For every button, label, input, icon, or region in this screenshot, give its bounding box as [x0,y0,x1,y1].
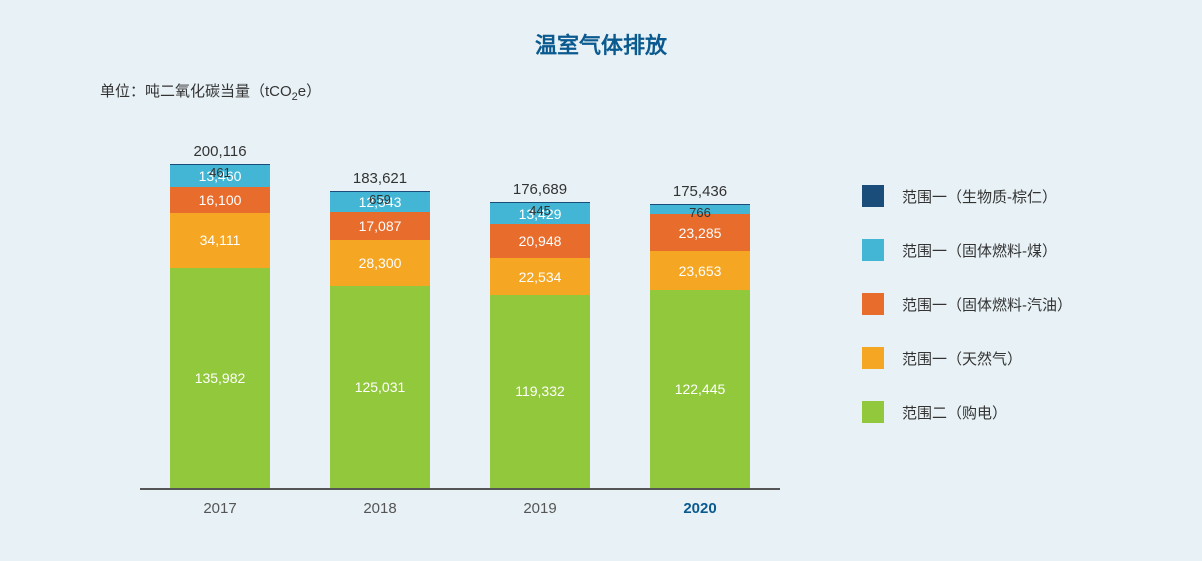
legend: 范围一（生物质-棕仁） 范围一（固体燃料-煤） 范围一（固体燃料-汽油） 范围一（天然… [862,185,1142,455]
bar-total-label: 175,436 [650,183,750,200]
legend-swatch [862,347,884,369]
legend-label: 范围二（购电） [902,402,1007,423]
bar-segment: 23,653 [650,251,750,289]
bar-column: 13,42920,94822,534119,332176,689445 [490,202,590,488]
bar-segment: 34,111 [170,213,270,268]
legend-label: 范围一（固体燃料-汽油） [902,294,1072,315]
x-axis-label: 2020 [650,500,750,517]
bar-segment-label-outside: 461 [170,165,270,180]
bar-segment: 20,948 [490,224,590,258]
bar-segment: 135,982 [170,268,270,488]
bar-segment: 28,300 [330,240,430,286]
chart-title: 温室气体排放 [0,0,1202,60]
unit-prefix: 单位：吨二氧化碳当量（tCO [100,83,292,100]
bar-segment: 16,100 [170,187,270,213]
x-axis-label: 2018 [330,500,430,517]
legend-item: 范围一（固体燃料-汽油） [862,293,1142,315]
legend-swatch [862,401,884,423]
legend-item: 范围一（天然气） [862,347,1142,369]
bar-column: 12,54317,08728,300125,031183,621659 [330,191,430,488]
bar-column: 13,46016,10034,111135,982200,116461 [170,164,270,488]
bar-segment: 122,445 [650,290,750,488]
bar-segment: 22,534 [490,258,590,294]
unit-label: 单位：吨二氧化碳当量（tCO2e） [100,80,321,103]
bar-total-label: 176,689 [490,181,590,198]
bar-segment-label-outside: 766 [650,205,750,220]
legend-swatch [862,239,884,261]
bar-segment: 125,031 [330,286,430,488]
bar-segment-label-outside: 659 [330,192,430,207]
bar-segment: 17,087 [330,212,430,240]
legend-item: 范围一（生物质-棕仁） [862,185,1142,207]
legend-item: 范围二（购电） [862,401,1142,423]
legend-label: 范围一（天然气） [902,348,1022,369]
bar-total-label: 183,621 [330,170,430,187]
x-axis-label: 2019 [490,500,590,517]
x-axis-labels: 2017 2018 2019 2020 [140,500,780,530]
bar-segment: 119,332 [490,295,590,488]
stacked-bar-chart: 13,46016,10034,111135,982200,116461 12,54… [140,150,780,490]
x-axis-label: 2017 [170,500,270,517]
bar-total-label: 200,116 [170,143,270,160]
bar-segment-label-outside: 445 [490,203,590,218]
bar-column: 23,28523,653122,445175,436766 [650,204,750,488]
legend-label: 范围一（固体燃料-煤） [902,240,1057,261]
unit-suffix: e） [298,83,321,100]
legend-swatch [862,185,884,207]
legend-swatch [862,293,884,315]
legend-item: 范围一（固体燃料-煤） [862,239,1142,261]
legend-label: 范围一（生物质-棕仁） [902,186,1057,207]
